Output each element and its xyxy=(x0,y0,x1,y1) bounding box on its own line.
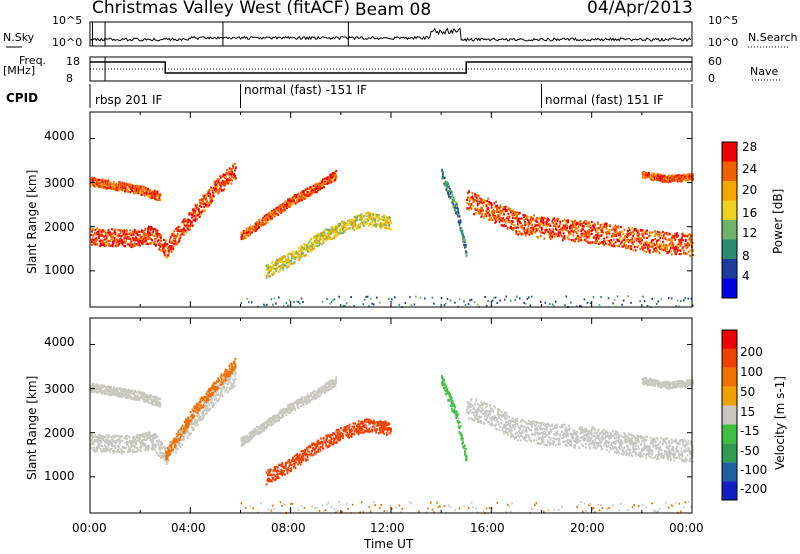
power-cbar-tick-8: 8 xyxy=(742,249,750,263)
cpid-segment-3: normal (fast) 151 IF xyxy=(545,93,664,107)
velocity-ylabel: Slant Range [km] xyxy=(25,375,39,480)
velocity-scatter-band-7 xyxy=(641,376,694,390)
velocity-cbar-tick-neg200: -200 xyxy=(740,482,768,496)
power-colorbar-swatch-5 xyxy=(722,181,737,201)
power-colorbar-swatch-2 xyxy=(722,239,737,259)
power-ytick-3000: 3000 xyxy=(44,176,75,190)
velocity-cbar-tick-neg15: -15 xyxy=(740,424,760,438)
velocity-panel-frame xyxy=(89,317,693,514)
nsky-trace xyxy=(89,27,692,43)
velocity-scatter-band-6 xyxy=(466,397,694,463)
power-scatter-band-0 xyxy=(90,162,237,259)
velocity-cbar-tick-200: 200 xyxy=(740,345,763,359)
cpid-segment-1: rbsp 201 IF xyxy=(95,93,163,107)
velocity-colorbar-swatch-4 xyxy=(722,405,737,425)
velocity-ytick-4000: 4000 xyxy=(44,335,75,349)
velocity-scatter-band-2 xyxy=(90,382,162,408)
nave-label: Nave xyxy=(750,65,779,78)
power-colorbar-swatch-3 xyxy=(722,220,737,240)
beam-label: Beam 08 xyxy=(355,0,432,20)
velocity-colorbar-swatch-5 xyxy=(722,386,737,406)
power-ytick-4000: 4000 xyxy=(44,129,75,143)
station-title: Christmas Valley West (fitACF) xyxy=(92,0,351,18)
velocity-cbar-tick-neg50: -50 xyxy=(740,444,760,458)
freq-tick-bottom: 8 xyxy=(66,72,73,85)
freq-label: Freq. xyxy=(19,54,47,67)
velocity-scatter-band-3 xyxy=(240,376,338,447)
velocity-ytick-3000: 3000 xyxy=(44,382,75,396)
nsky-label: N.Sky xyxy=(3,31,35,44)
velocity-colorbar-swatch-7 xyxy=(722,348,737,368)
power-colorbar-frame xyxy=(721,141,738,299)
velocity-scatter-layer xyxy=(90,357,694,515)
velocity-cbar-tick-100: 100 xyxy=(740,365,763,379)
power-cbar-tick-24: 24 xyxy=(742,162,758,176)
velocity-colorbar-swatch-2 xyxy=(722,443,737,463)
velocity-colorbar-swatch-6 xyxy=(722,367,737,387)
cpid-segment-2: normal (fast) -151 IF xyxy=(244,83,368,97)
power-scatter-layer xyxy=(90,162,694,309)
power-panel-frame xyxy=(89,111,693,308)
xtick-2000: 20:00 xyxy=(570,521,605,535)
power-cbar-label: Power [dB] xyxy=(771,188,785,254)
velocity-scatter-band-1 xyxy=(165,357,237,461)
power-colorbar-swatch-6 xyxy=(722,161,737,181)
velocity-colorbar-swatch-0 xyxy=(722,481,737,500)
velocity-colorbar-swatch-1 xyxy=(722,462,737,482)
nsky-tick-top: 10^5 xyxy=(52,14,83,27)
velocity-scatter-band-4 xyxy=(265,417,392,486)
freq-tick-top: 18 xyxy=(66,55,80,68)
nsky-panel-frame xyxy=(89,21,693,47)
power-cbar-tick-20: 20 xyxy=(742,183,758,197)
power-cbar-tick-16: 16 xyxy=(742,206,758,220)
velocity-cbar-tick-50: 50 xyxy=(740,385,756,399)
xtick-0800: 08:00 xyxy=(271,521,306,535)
xtick-0000: 00:00 xyxy=(72,521,107,535)
cpid-label: CPID xyxy=(6,91,39,105)
xtick-1600: 16:00 xyxy=(470,521,505,535)
nsearch-tick-bottom: 10^0 xyxy=(708,36,739,49)
nsearch-label: N.Search xyxy=(748,31,798,44)
power-scatter-band-4 xyxy=(441,168,468,258)
velocity-scatter-band-5 xyxy=(441,374,468,462)
velocity-ytick-2000: 2000 xyxy=(44,426,75,440)
velocity-colorbar-swatch-3 xyxy=(722,424,737,444)
power-scatter-band-3 xyxy=(265,211,392,279)
freq-unit-label: [MHz] xyxy=(3,64,36,77)
velocity-ytick-1000: 1000 xyxy=(44,469,75,483)
nave-tick-top: 60 xyxy=(708,55,722,68)
power-ylabel: Slant Range [km] xyxy=(25,169,39,274)
power-colorbar-swatch-4 xyxy=(722,200,737,220)
power-scatter-band-5 xyxy=(466,190,694,257)
power-colorbar-swatch-7 xyxy=(722,142,737,162)
date-label: 04/Apr/2013 xyxy=(587,0,693,18)
velocity-cbar-tick-15: 15 xyxy=(740,405,756,419)
xlabel: Time UT xyxy=(364,537,414,551)
power-colorbar-swatch-1 xyxy=(722,259,737,279)
power-ytick-2000: 2000 xyxy=(44,220,75,234)
nave-tick-bottom: 0 xyxy=(708,72,715,85)
nsearch-tick-top: 10^5 xyxy=(708,14,739,27)
power-scatter-band-2 xyxy=(240,169,338,241)
velocity-cbar-tick-neg100: -100 xyxy=(740,463,768,477)
velocity-colorbar-frame xyxy=(721,329,738,501)
power-cbar-tick-4: 4 xyxy=(742,269,750,283)
velocity-cbar-label: Velocity [m s-1] xyxy=(773,376,787,470)
power-scatter-band-1 xyxy=(90,176,162,202)
power-cbar-tick-28: 28 xyxy=(742,140,758,154)
xtick-1200: 12:00 xyxy=(370,521,405,535)
xtick-0400: 04:00 xyxy=(171,521,206,535)
power-scatter-band-6 xyxy=(641,170,694,184)
freq-trace xyxy=(90,61,692,74)
power-ytick-1000: 1000 xyxy=(44,263,75,277)
power-colorbar-swatch-0 xyxy=(722,278,737,298)
velocity-colorbar-swatch-8 xyxy=(722,330,737,349)
power-cbar-tick-12: 12 xyxy=(742,226,758,240)
xtick-0000-end: 00:00 xyxy=(669,521,704,535)
nsky-tick-bottom: 10^0 xyxy=(52,36,83,49)
